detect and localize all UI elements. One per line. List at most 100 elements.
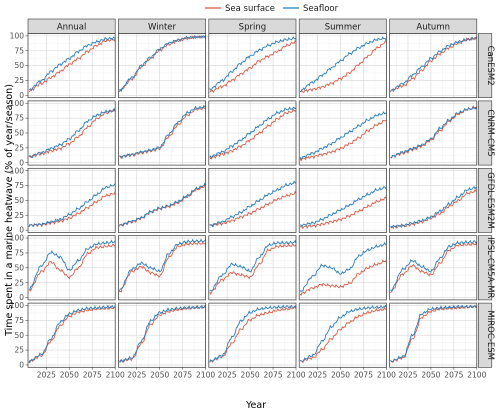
y-tick-label: 25 — [14, 143, 24, 152]
y-tick-label: 25 — [14, 346, 24, 355]
legend-label-sea-surface: Sea surface — [225, 4, 275, 14]
y-tick-label: 0 — [19, 158, 24, 167]
series-line-seafloor — [390, 185, 477, 229]
series-line-sea-surface — [119, 106, 206, 160]
x-tick-label: 2100 — [196, 370, 215, 379]
panel-gfdl-esm2m-autumn — [389, 167, 478, 233]
series-line-seafloor — [390, 239, 478, 292]
x-tick-label: 2075 — [444, 370, 463, 379]
strip-background — [477, 168, 493, 233]
legend-label-seafloor: Seafloor — [303, 4, 339, 14]
x-tick-label: 2100 — [106, 370, 125, 379]
panel-cnrm-cm5-autumn — [389, 100, 478, 166]
panel-gfdl-esm2m-spring — [208, 167, 297, 233]
strip-summer: Summer — [298, 18, 387, 34]
strip-ipsl-cm5a-mr: IPSL-CM5A-MR — [477, 235, 495, 301]
series-line-sea-surface — [299, 196, 387, 230]
x-tick-label: 2075 — [354, 370, 373, 379]
panel-ipsl-cm5a-mr-spring — [208, 235, 297, 301]
panel-gfdl-esm2m-winter — [118, 167, 207, 233]
strip-label-winter: Winter — [148, 22, 177, 32]
panel-ipsl-cm5a-mr-annual: 0 25 50 75 100 — [10, 234, 116, 302]
panel-border — [118, 302, 206, 368]
x-tick-label: 2100 — [377, 370, 396, 379]
series-line-sea-surface — [28, 243, 116, 292]
strip-label-gfdl-esm2m: GFDL-ESM2M — [485, 172, 495, 229]
series-line-sea-surface — [299, 306, 387, 364]
series-line-seafloor — [209, 180, 297, 228]
x-tick-label: 2100 — [467, 370, 486, 379]
series-line-sea-surface — [209, 243, 297, 295]
y-tick-label: 75 — [14, 316, 24, 325]
panel-border — [118, 167, 206, 233]
series-line-sea-surface — [209, 108, 297, 160]
x-tick-label: 2050 — [60, 370, 79, 379]
series-line-sea-surface — [390, 36, 478, 93]
strip-label-spring: Spring — [239, 22, 266, 32]
panel-miroc-esm-summer: 2025 2050 2075 2100 — [298, 302, 396, 379]
panel-border — [208, 33, 297, 99]
panel-border — [389, 167, 478, 233]
series-line-seafloor — [209, 239, 297, 292]
panel-border — [118, 100, 206, 166]
strip-background — [477, 33, 493, 98]
series-line-seafloor — [209, 36, 297, 91]
series-line-seafloor — [28, 107, 116, 159]
x-axis-title: Year — [245, 400, 266, 411]
plot-area: Annual Winter Spring Summer Autumn CanESM2 CNR… — [10, 18, 495, 379]
panel-canesm2-spring — [208, 33, 297, 99]
y-tick-label: 75 — [14, 46, 24, 55]
strip-label-miroc-esm: MIROC-ESM — [485, 310, 495, 360]
panel-gfdl-esm2m-summer — [298, 167, 387, 233]
series-line-sea-surface — [299, 259, 387, 297]
panel-border — [208, 167, 297, 233]
y-tick-label: 50 — [14, 129, 24, 138]
panel-canesm2-summer — [298, 33, 387, 99]
strip-winter: Winter — [118, 18, 206, 34]
y-tick-label: 50 — [14, 263, 24, 272]
strip-gfdl-esm2m: GFDL-ESM2M — [477, 168, 495, 233]
panel-canesm2-autumn — [389, 33, 478, 99]
y-tick-label: 0 — [19, 293, 24, 302]
x-tick-label: 2075 — [264, 370, 283, 379]
y-tick-label: 0 — [19, 361, 24, 370]
panel-canesm2-annual: 0 25 50 75 100 — [10, 31, 116, 100]
series-line-seafloor — [390, 105, 478, 159]
strip-autumn: Autumn — [389, 18, 478, 34]
panel-ipsl-cm5a-mr-winter — [118, 235, 206, 301]
y-tick-label: 100 — [10, 234, 25, 243]
series-line-sea-surface — [390, 105, 478, 159]
panel-border — [389, 235, 478, 301]
x-tick-label: 2050 — [421, 370, 440, 379]
series-line-sea-surface — [119, 240, 206, 293]
series-line-seafloor — [119, 35, 206, 93]
strip-label-ipsl-cm5a-mr: IPSL-CM5A-MR — [485, 237, 495, 298]
series-line-seafloor — [119, 304, 206, 363]
strip-label-annual: Annual — [57, 22, 87, 32]
series-line-seafloor — [300, 304, 387, 362]
panel-miroc-esm-winter: 2025 2050 2075 2100 — [118, 302, 215, 379]
series-line-sea-surface — [209, 190, 297, 228]
strip-label-summer: Summer — [325, 22, 362, 32]
series-line-seafloor — [209, 304, 297, 363]
y-tick-label: 100 — [10, 166, 25, 175]
panel-border — [389, 100, 478, 166]
x-tick-label: 2025 — [218, 370, 237, 379]
panel-cnrm-cm5-annual: 0 25 50 75 100 — [10, 99, 116, 167]
y-tick-label: 25 — [14, 278, 24, 287]
y-tick-label: 75 — [14, 249, 24, 258]
strip-label-autumn: Autumn — [416, 22, 450, 32]
series-line-seafloor — [390, 304, 477, 363]
series-line-sea-surface — [300, 39, 387, 93]
x-tick-label: 2025 — [37, 370, 56, 379]
series-line-seafloor — [299, 241, 387, 292]
panel-cnrm-cm5-summer — [298, 100, 387, 166]
y-tick-label: 100 — [10, 99, 25, 108]
panel-border — [298, 33, 387, 99]
panel-cnrm-cm5-winter — [118, 100, 206, 166]
panel-border — [208, 235, 297, 301]
x-tick-label: 2075 — [173, 370, 192, 379]
y-tick-label: 50 — [14, 61, 24, 70]
strip-label-cnrm-cm5: CNRM-CM5 — [485, 109, 495, 156]
panel-border — [389, 33, 478, 99]
